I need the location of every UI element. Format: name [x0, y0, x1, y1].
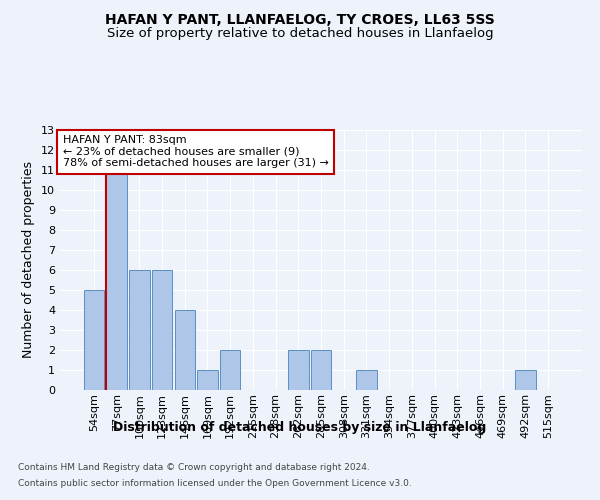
Text: Distribution of detached houses by size in Llanfaelog: Distribution of detached houses by size …: [113, 421, 487, 434]
Bar: [220, 350, 241, 390]
Text: Size of property relative to detached houses in Llanfaelog: Size of property relative to detached ho…: [107, 28, 493, 40]
Bar: [356, 370, 377, 390]
Bar: [129, 270, 149, 390]
Text: HAFAN Y PANT, LLANFAELOG, TY CROES, LL63 5SS: HAFAN Y PANT, LLANFAELOG, TY CROES, LL63…: [105, 12, 495, 26]
Bar: [515, 370, 536, 390]
Y-axis label: Number of detached properties: Number of detached properties: [22, 162, 35, 358]
Bar: [84, 290, 104, 390]
Text: Contains HM Land Registry data © Crown copyright and database right 2024.: Contains HM Land Registry data © Crown c…: [18, 464, 370, 472]
Bar: [175, 310, 195, 390]
Bar: [152, 270, 172, 390]
Text: Contains public sector information licensed under the Open Government Licence v3: Contains public sector information licen…: [18, 478, 412, 488]
Bar: [288, 350, 308, 390]
Text: HAFAN Y PANT: 83sqm
← 23% of detached houses are smaller (9)
78% of semi-detache: HAFAN Y PANT: 83sqm ← 23% of detached ho…: [62, 135, 328, 168]
Bar: [197, 370, 218, 390]
Bar: [311, 350, 331, 390]
Bar: [106, 170, 127, 390]
